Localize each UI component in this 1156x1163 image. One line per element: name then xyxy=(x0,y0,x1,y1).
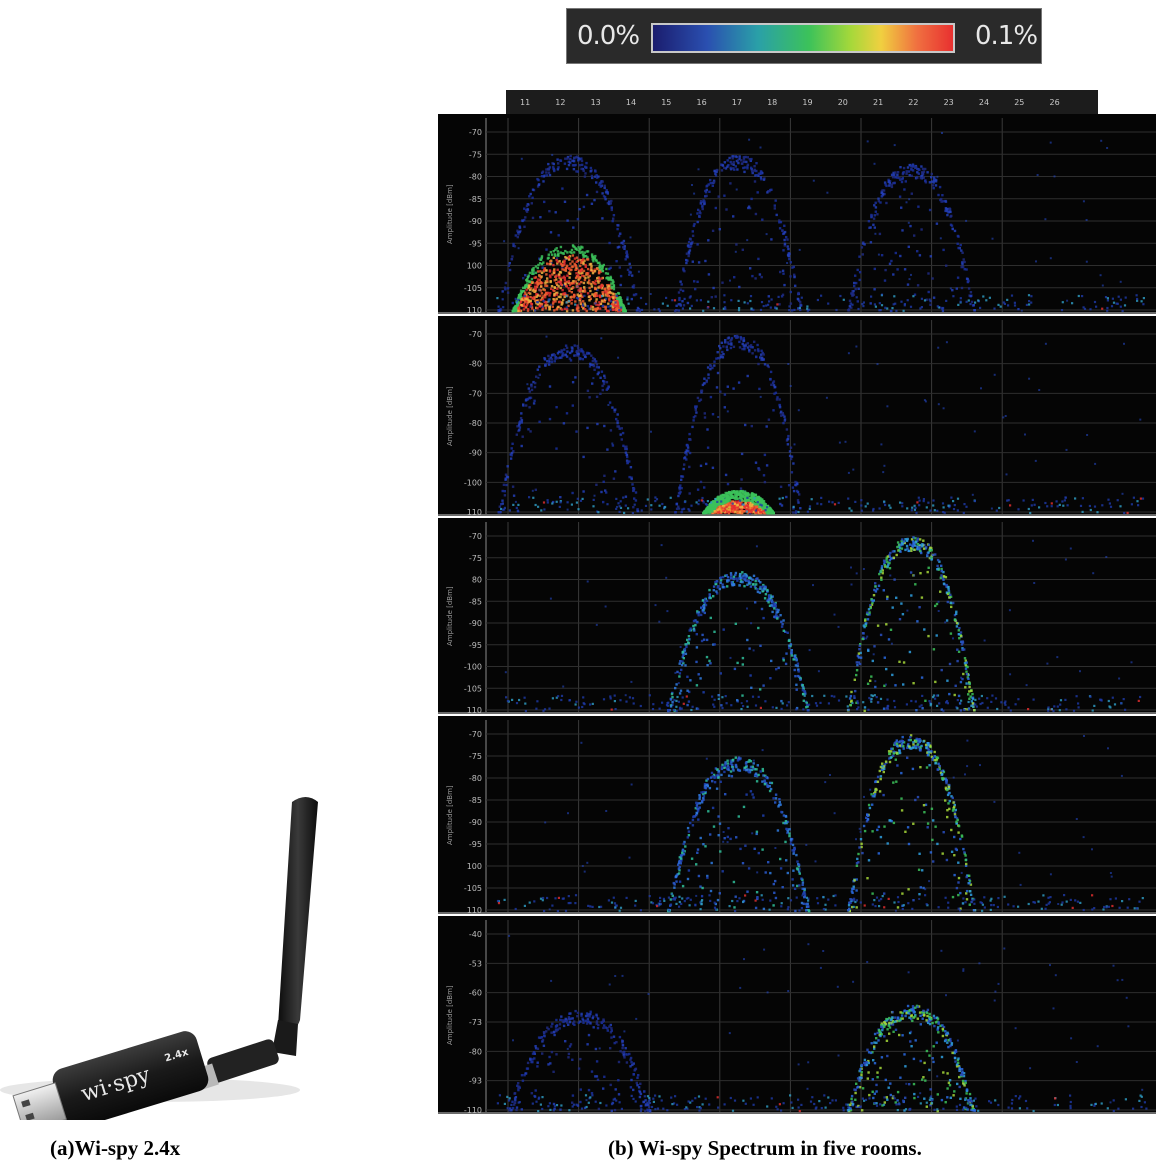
signal-arch xyxy=(847,734,977,913)
wi-spy-device-image: wi·spy 2.4x xyxy=(0,797,318,1120)
antenna-icon xyxy=(207,797,318,1083)
y-tick-label: 110 xyxy=(467,706,482,714)
y-axis-label: Amplitude [dBm] xyxy=(446,785,454,845)
channel-tick-label: 25 xyxy=(1014,98,1024,107)
y-tick-label: -80 xyxy=(469,360,482,369)
y-tick-label: 110 xyxy=(467,306,482,314)
channel-tick-label: 15 xyxy=(661,98,671,107)
channel-tick-label: 23 xyxy=(944,98,954,107)
channel-tick-label: 20 xyxy=(838,98,848,107)
y-tick-label: -105 xyxy=(464,684,482,693)
y-tick-label: 80 xyxy=(472,576,482,585)
spectrum-heatmap: -40 -53 -60 -73 -80 -93 -110 Amplitude [dBm] xyxy=(438,916,1156,1114)
noise-floor xyxy=(496,735,1144,913)
caption-b: (b) Wi-spy Spectrum in five rooms. xyxy=(608,1136,922,1160)
y-tick-label: -95 xyxy=(469,641,482,650)
noise-floor xyxy=(496,934,1148,1113)
spectrum-heatmap: -70 -75 -80 -85 -90 -95 100 -105 110 Amplitude [d… xyxy=(438,716,1156,914)
y-tick-label: -70 xyxy=(469,128,482,137)
channel-tick-label: 11 xyxy=(520,98,530,107)
y-tick-label: -75 xyxy=(469,554,482,563)
channel-tick-label: 12 xyxy=(555,98,565,107)
noise-floor xyxy=(500,335,1145,515)
y-tick-label: -53 xyxy=(469,959,482,968)
y-tick-label: -80 xyxy=(469,774,482,783)
signal-arch xyxy=(847,163,976,313)
y-tick-label: -105 xyxy=(464,884,482,893)
y-tick-label: 100 xyxy=(467,262,482,271)
signal-arch xyxy=(497,344,640,514)
signal-arch xyxy=(508,1009,652,1113)
y-tick-label: -85 xyxy=(469,796,482,805)
y-tick-label: -70 xyxy=(469,532,482,541)
signal-arch xyxy=(673,155,803,313)
y-tick-label: -105 xyxy=(464,284,482,293)
y-tick-label: -80 xyxy=(469,419,482,428)
spectrum-heatmap: -70 -75 -80 -85 -90 -95 100 -105 110 Amplitude [d… xyxy=(438,114,1156,314)
y-tick-label: -95 xyxy=(469,840,482,849)
channel-ruler: 11 12 13 14 15 16 17 18 19 20 21 22 23 24 25 26 xyxy=(506,90,1098,114)
channel-tick-label: 21 xyxy=(873,98,883,107)
plot-background xyxy=(438,518,1156,714)
channel-tick-label: 16 xyxy=(697,98,707,107)
y-tick-label: -90 xyxy=(469,217,482,226)
plot-background xyxy=(438,716,1156,914)
plot-background xyxy=(438,916,1156,1114)
spectrum-heatmap: -70 -80 -70 -80 -90 -100 110 Amplitude [dBm] xyxy=(438,316,1156,516)
y-tick-label: -90 xyxy=(469,619,482,628)
channel-tick-label: 13 xyxy=(591,98,601,107)
spectrum-panel-room-1: -70 -75 -80 -85 -90 -95 100 -105 110 Amplitude [d… xyxy=(438,114,1156,314)
spectrum-panel-room-2: -70 -80 -70 -80 -90 -100 110 Amplitude [dBm] xyxy=(438,316,1156,516)
y-tick-label: -75 xyxy=(469,752,482,761)
signal-arch xyxy=(846,536,976,712)
y-tick-label: -73 xyxy=(469,1018,482,1027)
channel-tick-label: 19 xyxy=(802,98,812,107)
y-tick-label: -90 xyxy=(469,818,482,827)
channel-tick-label: 24 xyxy=(979,98,989,107)
y-tick-label: -70 xyxy=(469,330,482,339)
noise-floor xyxy=(504,539,1142,713)
channel-tick-label: 26 xyxy=(1050,98,1060,107)
y-tick-label: 110 xyxy=(467,906,482,914)
y-tick-label: -95 xyxy=(469,239,482,248)
y-tick-label: -80 xyxy=(469,173,482,182)
color-scale-legend: 0.0% 0.1% xyxy=(566,8,1042,64)
y-tick-label: -85 xyxy=(469,597,482,606)
spectrum-panel-room-3: -70 -75 80 -85 -90 -95 -100 -105 110 Amplitude [d… xyxy=(438,518,1156,714)
signal-arch xyxy=(667,571,810,713)
y-tick-label: -60 xyxy=(469,989,482,998)
y-tick-label: -110 xyxy=(464,1106,482,1114)
y-tick-label: -100 xyxy=(464,478,482,487)
y-tick-label: -100 xyxy=(464,663,482,672)
channel-tick-label: 22 xyxy=(908,98,918,107)
spectrum-panel-room-5: -40 -53 -60 -73 -80 -93 -110 Amplitude [dBm] xyxy=(438,916,1156,1114)
color-scale-gradient xyxy=(651,23,955,53)
channel-tick-label: 17 xyxy=(732,98,742,107)
y-axis-label: Amplitude [dBm] xyxy=(446,386,454,446)
channel-tick-label: 18 xyxy=(767,98,777,107)
y-axis-label: Amplitude [dBm] xyxy=(446,184,454,244)
y-tick-label: -70 xyxy=(469,389,482,398)
y-axis-label: Amplitude [dBm] xyxy=(446,586,454,646)
y-tick-label: 110 xyxy=(467,508,482,516)
y-tick-label: -85 xyxy=(469,195,482,204)
y-tick-label: -70 xyxy=(469,730,482,739)
y-axis-label: Amplitude [dBm] xyxy=(446,985,454,1045)
y-tick-label: -93 xyxy=(469,1077,482,1086)
caption-a: (a)Wi-spy 2.4x xyxy=(50,1136,181,1160)
channel-tick-label: 14 xyxy=(626,98,636,107)
color-scale-max-label: 0.1% xyxy=(975,21,1038,51)
spectrum-heatmap: -70 -75 80 -85 -90 -95 -100 -105 110 Amplitude [d… xyxy=(438,518,1156,714)
signal-arch xyxy=(674,334,802,515)
y-tick-label: -90 xyxy=(469,449,482,458)
noise-floor xyxy=(496,132,1145,312)
y-tick-label: -75 xyxy=(469,150,482,159)
color-scale-min-label: 0.0% xyxy=(577,21,640,51)
y-tick-label: -40 xyxy=(469,930,482,939)
signal-arch xyxy=(667,756,811,913)
y-tick-label: -80 xyxy=(469,1047,482,1056)
spectrum-panel-room-4: -70 -75 -80 -85 -90 -95 100 -105 110 Amplitude [d… xyxy=(438,716,1156,914)
y-tick-label: 100 xyxy=(467,862,482,871)
